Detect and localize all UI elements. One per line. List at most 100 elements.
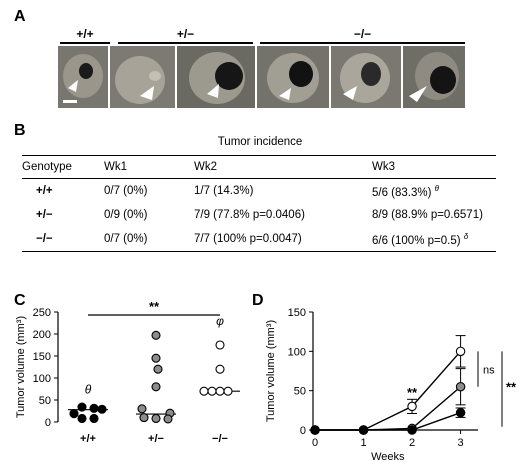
genotype-bar-ko: [260, 42, 465, 44]
cell-wk2: 7/9 (77.8% p=0.0406): [194, 209, 305, 221]
series-line: [315, 350, 462, 431]
phi-mark: φ: [216, 314, 224, 328]
data-point: [358, 425, 369, 435]
mouse-photo-1: [58, 46, 108, 108]
data-point: [215, 386, 225, 396]
x-tick-label: 1: [360, 437, 366, 449]
line-chart: 0 50 100 150 0 1 2 3 Weeks Tumor volume (mm³) ** ns…: [265, 307, 517, 462]
cell-wk3-value: 5/6 (83.3%): [372, 186, 432, 199]
data-point: [151, 413, 161, 424]
cell-genotype: +/−: [36, 209, 53, 221]
x-tick-label: −/−: [212, 433, 228, 445]
cell-wk3-value: 8/9 (88.9% p=0.6571): [372, 209, 483, 221]
series-line: [315, 412, 461, 431]
cell-genotype: −/−: [22, 227, 104, 252]
data-point: [69, 409, 79, 419]
panel-c-label: C: [14, 292, 26, 309]
header-genotype: Genotype: [22, 155, 104, 179]
panel-b-label: B: [14, 122, 26, 139]
data-point: [310, 425, 320, 435]
data-point: [151, 382, 161, 392]
data-point: [163, 414, 173, 424]
mouse-photo-5: [331, 46, 401, 108]
x-tick-label: +/+: [80, 433, 96, 445]
data-point: [151, 353, 161, 363]
data-point: [455, 407, 466, 418]
data-point: [455, 381, 466, 392]
genotype-label-ko: −/−: [353, 27, 372, 41]
y-tick-label: 100: [288, 346, 306, 358]
theta-mark: θ: [85, 383, 92, 397]
genotype-label-wt: +/+: [76, 27, 94, 41]
x-tick-label: 0: [312, 437, 318, 449]
data-point: [199, 386, 209, 396]
series-line: [315, 386, 462, 431]
panel-d-label: D: [252, 292, 264, 309]
significance-mark: **: [149, 299, 160, 314]
ns-label: ns: [483, 364, 495, 376]
y-axis-label: Tumor volume (mm³): [265, 320, 277, 422]
y-tick-label: 150: [33, 351, 51, 363]
cell-wk3-value: 6/6 (100% p=0.5): [372, 234, 461, 247]
genotype-label-het: +/−: [176, 27, 195, 41]
row-mark: δ: [463, 231, 469, 241]
cell-wk1: 0/7 (0%): [104, 185, 148, 197]
data-point: [223, 386, 233, 396]
cell-genotype: +/+: [36, 185, 53, 197]
x-tick-label: 2: [409, 437, 415, 449]
y-tick-label: 250: [33, 307, 51, 319]
data-point: [139, 413, 149, 423]
data-point: [97, 404, 107, 414]
data-point: [455, 346, 466, 357]
table-header-row: Genotype Wk1 Wk2 Wk3: [22, 155, 496, 179]
cell-wk2: 7/7 (100% p=0.0047): [194, 227, 372, 252]
cell-wk3: 6/6 (100% p=0.5) δ: [372, 227, 496, 252]
data-point: [77, 402, 87, 412]
x-tick-label: 3: [458, 437, 464, 449]
header-wk1: Wk1: [104, 155, 194, 179]
tumor-incidence-table: Genotype Wk1 Wk2 Wk3 +/+ 0/7 (0%) 1/7 (1…: [22, 155, 496, 252]
y-tick-label: 100: [33, 373, 51, 385]
data-point: [89, 403, 99, 413]
mouse-photo-6: [403, 46, 465, 108]
data-point: [207, 386, 217, 396]
cell-wk2: 1/7 (14.3%): [194, 185, 254, 197]
data-point: [89, 413, 99, 424]
table-row: +/− 0/9 (0%) 7/9 (77.8% p=0.0406) 8/9 (8…: [22, 203, 496, 227]
cell-wk1: 0/7 (0%): [104, 227, 194, 252]
data-point: [137, 404, 147, 414]
cell-wk1: 0/9 (0%): [104, 209, 148, 221]
row-mark: θ: [434, 183, 439, 193]
data-point: [151, 330, 161, 340]
y-tick-label: 150: [288, 307, 306, 319]
mouse-photo-2: [110, 46, 175, 108]
table-row: +/+ 0/7 (0%) 1/7 (14.3%) 5/6 (83.3%) θ: [22, 179, 496, 204]
cell-wk3: 8/9 (88.9% p=0.6571): [372, 203, 496, 227]
genotype-bar-het: [118, 42, 253, 44]
mouse-photo-4: [257, 46, 329, 108]
genotype-bar-wt: [60, 42, 110, 44]
data-point: [215, 340, 225, 350]
right-significance: **: [506, 380, 517, 395]
header-wk3: Wk3: [372, 155, 496, 179]
data-point: [407, 401, 417, 412]
table-title: Tumor incidence: [217, 136, 303, 148]
data-point: [153, 364, 163, 374]
table-row: −/− 0/7 (0%) 7/7 (100% p=0.0047) 6/6 (10…: [22, 227, 496, 252]
x-axis-label: Weeks: [371, 451, 405, 462]
y-tick-label: 50: [294, 386, 306, 398]
panel-a-label: A: [14, 8, 26, 25]
data-point: [407, 425, 417, 435]
mouse-photo-3: [177, 46, 255, 108]
scale-bar: [63, 100, 77, 103]
week2-significance: **: [407, 385, 418, 400]
y-tick-label: 200: [33, 329, 51, 341]
cell-wk3: 5/6 (83.3%) θ: [372, 179, 496, 204]
header-wk2: Wk2: [194, 155, 372, 179]
x-tick-label: +/−: [148, 433, 164, 445]
y-axis-label: Tumor volume (mm³): [15, 316, 27, 418]
y-tick-label: 0: [45, 417, 51, 429]
scatter-chart: 0 50 100 150 200 250 Tumor volume (mm³) +/+ +/− −…: [15, 299, 240, 445]
data-point: [77, 413, 87, 424]
data-point: [215, 364, 225, 374]
